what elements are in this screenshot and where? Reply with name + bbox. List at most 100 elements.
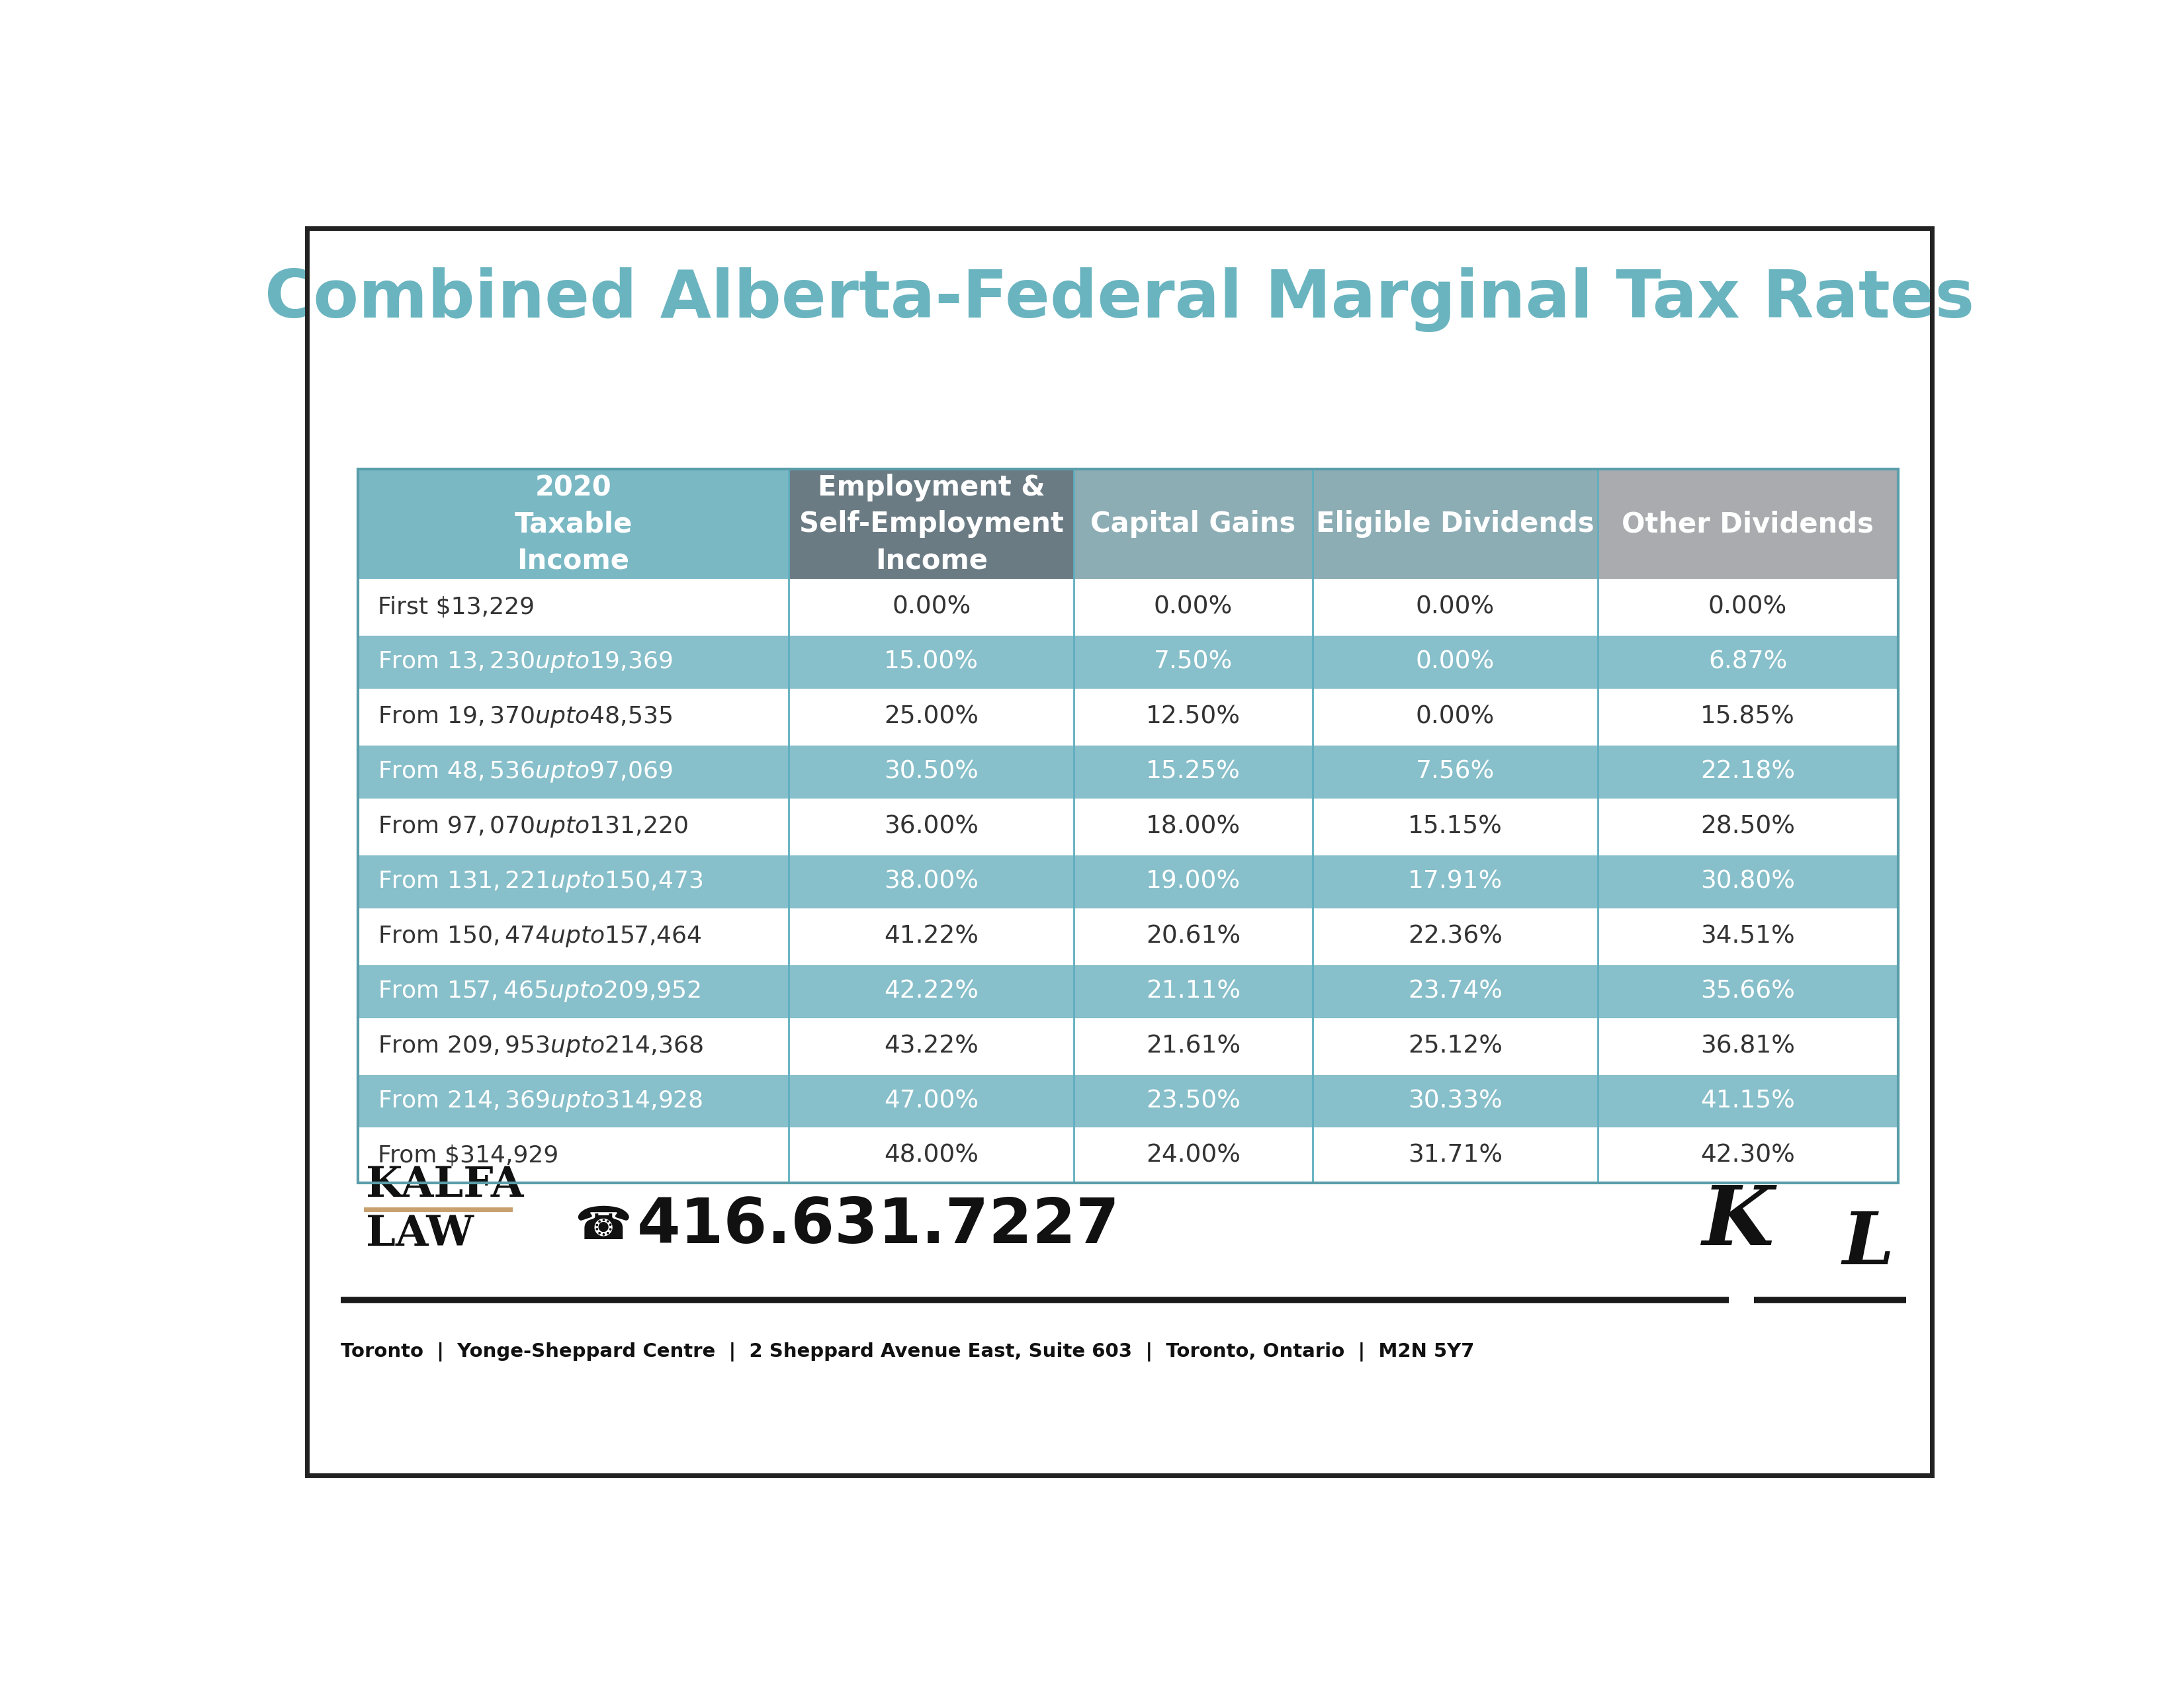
Bar [358,634,788,690]
Bar [358,963,788,1019]
Text: 42.22%: 42.22% [885,978,978,1004]
Bar [1075,963,1313,1019]
Text: 20.61%: 20.61% [1147,924,1241,948]
Text: 48.00%: 48.00% [885,1144,978,1167]
Text: 41.15%: 41.15% [1701,1088,1795,1113]
Bar [1597,854,1898,909]
Text: LAW: LAW [367,1215,474,1255]
Bar [358,469,788,579]
Text: 0.00%: 0.00% [1415,705,1494,729]
Text: 23.74%: 23.74% [1409,978,1503,1004]
Text: 0.00%: 0.00% [891,596,972,619]
Bar [1597,690,1898,744]
Text: 17.91%: 17.91% [1409,869,1503,892]
Bar [1075,469,1313,579]
Text: 6.87%: 6.87% [1708,649,1787,673]
Bar [1075,800,1313,854]
Text: From $97,070 up to $131,220: From $97,070 up to $131,220 [378,815,688,838]
Text: Toronto  |  Yonge-Sheppard Centre  |  2 Sheppard Avenue East, Suite 603  |  Toro: Toronto | Yonge-Sheppard Centre | 2 Shep… [341,1343,1474,1361]
Text: From $209,953 up to $214,368: From $209,953 up to $214,368 [378,1034,703,1058]
Text: 42.30%: 42.30% [1701,1144,1795,1167]
Bar [788,800,1075,854]
Bar [1597,909,1898,963]
Bar [788,854,1075,909]
Bar [358,744,788,800]
Text: 22.18%: 22.18% [1701,759,1795,783]
Text: 25.12%: 25.12% [1409,1034,1503,1058]
Text: From $150,474 up to $157,464: From $150,474 up to $157,464 [378,924,701,948]
Bar [358,1129,788,1183]
Text: 36.00%: 36.00% [885,815,978,838]
Text: 35.66%: 35.66% [1701,978,1795,1004]
Text: 15.00%: 15.00% [885,649,978,673]
Bar [1597,1019,1898,1073]
Text: 416.631.7227: 416.631.7227 [638,1196,1120,1257]
Text: 30.50%: 30.50% [885,759,978,783]
Text: Other Dividends: Other Dividends [1623,509,1874,538]
Text: 28.50%: 28.50% [1701,815,1795,838]
Bar [358,690,788,744]
Text: 15.85%: 15.85% [1701,705,1795,729]
Bar [358,800,788,854]
Text: 22.36%: 22.36% [1409,924,1503,948]
Bar [1597,1129,1898,1183]
Text: 15.15%: 15.15% [1409,815,1503,838]
Text: Employment &
Self-Employment
Income: Employment & Self-Employment Income [799,474,1064,575]
Bar [1075,909,1313,963]
Text: ☎: ☎ [574,1205,631,1248]
Text: First $13,229: First $13,229 [378,596,535,617]
Bar [788,690,1075,744]
Bar [358,1019,788,1073]
Text: L: L [1841,1208,1894,1280]
Bar [1075,1129,1313,1183]
Text: K: K [1704,1183,1773,1262]
Bar [788,634,1075,690]
Bar [1597,963,1898,1019]
Bar [1313,800,1597,854]
Bar [788,1129,1075,1183]
Bar [358,854,788,909]
Bar [1075,854,1313,909]
Bar [1313,634,1597,690]
Text: 0.00%: 0.00% [1415,649,1494,673]
Bar [788,963,1075,1019]
Bar [358,469,1898,1183]
Text: 0.00%: 0.00% [1708,596,1787,619]
Bar [1075,744,1313,800]
Text: From $19,370 up to $48,535: From $19,370 up to $48,535 [378,705,673,729]
Text: 25.00%: 25.00% [885,705,978,729]
Text: From $214,369 up to $314,928: From $214,369 up to $314,928 [378,1088,703,1113]
Text: 18.00%: 18.00% [1147,815,1241,838]
Text: 7.56%: 7.56% [1415,759,1494,783]
Bar [788,579,1075,634]
Text: 21.11%: 21.11% [1147,978,1241,1004]
Bar [1075,690,1313,744]
Bar [1313,1019,1597,1073]
Bar [1313,1073,1597,1129]
Bar [1597,800,1898,854]
Bar [1075,634,1313,690]
Text: 43.22%: 43.22% [885,1034,978,1058]
Text: Eligible Dividends: Eligible Dividends [1317,509,1594,538]
Bar [1597,634,1898,690]
Bar [1313,690,1597,744]
Bar [1313,1129,1597,1183]
Text: 0.00%: 0.00% [1153,596,1232,619]
Text: 24.00%: 24.00% [1147,1144,1241,1167]
Text: 0.00%: 0.00% [1415,596,1494,619]
Bar [1597,1073,1898,1129]
Text: Capital Gains: Capital Gains [1090,509,1295,538]
Text: 34.51%: 34.51% [1701,924,1795,948]
Text: 21.61%: 21.61% [1147,1034,1241,1058]
Text: From $131,221 up to $150,473: From $131,221 up to $150,473 [378,869,703,894]
Text: 15.25%: 15.25% [1147,759,1241,783]
Bar [1075,1019,1313,1073]
Text: 30.33%: 30.33% [1409,1088,1503,1113]
Bar [1075,1073,1313,1129]
Text: 38.00%: 38.00% [885,869,978,892]
Bar [1313,469,1597,579]
Text: From $314,929: From $314,929 [378,1144,559,1167]
Text: 19.00%: 19.00% [1147,869,1241,892]
Text: KALFA: KALFA [367,1166,524,1205]
Text: 12.50%: 12.50% [1147,705,1241,729]
